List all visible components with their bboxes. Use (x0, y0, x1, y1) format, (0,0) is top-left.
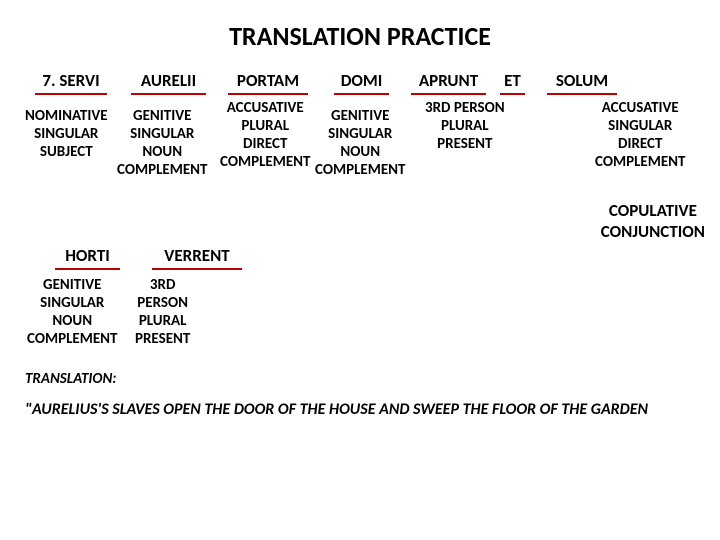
word-text: 7. SERVI (42, 70, 99, 91)
word-servi: 7. SERVI (35, 70, 107, 95)
word-horti: HORTI (55, 245, 120, 270)
word-row-1: 7. SERVI AURELII PORTAM DOMI APRUNT ET S… (25, 70, 695, 95)
translation-text: "AURELIUS'S SLAVES OPEN THE DOOR OF THE … (25, 400, 695, 421)
word-text: DOMI (341, 70, 383, 91)
word-aprunt: APRUNT (411, 70, 486, 95)
word-et: ET (500, 70, 525, 95)
ann-portam: ACCUSATIVEPLURALDIRECTCOMPLEMENT (220, 99, 310, 171)
word-row-2: HORTI VERRENT (25, 245, 695, 270)
word-verrent: VERRENT (152, 245, 242, 270)
ann-solum: ACCUSATIVESINGULARDIRECTCOMPLEMENT (595, 99, 685, 171)
translation-label: TRANSLATION: (25, 370, 695, 388)
word-text: SOLUM (556, 70, 608, 91)
ann-domi: GENITIVESINGULARNOUNCOMPLEMENT (315, 107, 405, 179)
word-aurelii: AURELII (131, 70, 206, 95)
page-title: TRANSLATION PRACTICE (25, 20, 695, 52)
ann-copulative: COPULATIVECONJUNCTION (601, 200, 705, 242)
ann-servi: NOMINATIVESINGULARSUBJECT (25, 107, 108, 161)
annotations-row-2: GENITIVESINGULARNOUNCOMPLEMENT 3RDPERSON… (25, 270, 695, 370)
word-text: ET (504, 70, 521, 91)
word-text: PORTAM (237, 70, 299, 91)
ann-aurelii: GENITIVESINGULARNOUNCOMPLEMENT (117, 107, 207, 179)
ann-verrent: 3RDPERSONPLURALPRESENT (135, 276, 190, 348)
word-text: HORTI (65, 245, 110, 266)
word-text: APRUNT (419, 70, 478, 91)
word-domi: DOMI (334, 70, 389, 95)
word-text: AURELII (141, 70, 196, 91)
ann-horti: GENITIVESINGULARNOUNCOMPLEMENT (27, 276, 117, 348)
word-portam: PORTAM (228, 70, 308, 95)
annotations-row-1: NOMINATIVESINGULARSUBJECT GENITIVESINGUL… (25, 95, 695, 245)
word-text: VERRENT (164, 245, 229, 266)
ann-aprunt: 3RD PERSONPLURALPRESENT (425, 99, 505, 153)
word-solum: SOLUM (547, 70, 617, 95)
